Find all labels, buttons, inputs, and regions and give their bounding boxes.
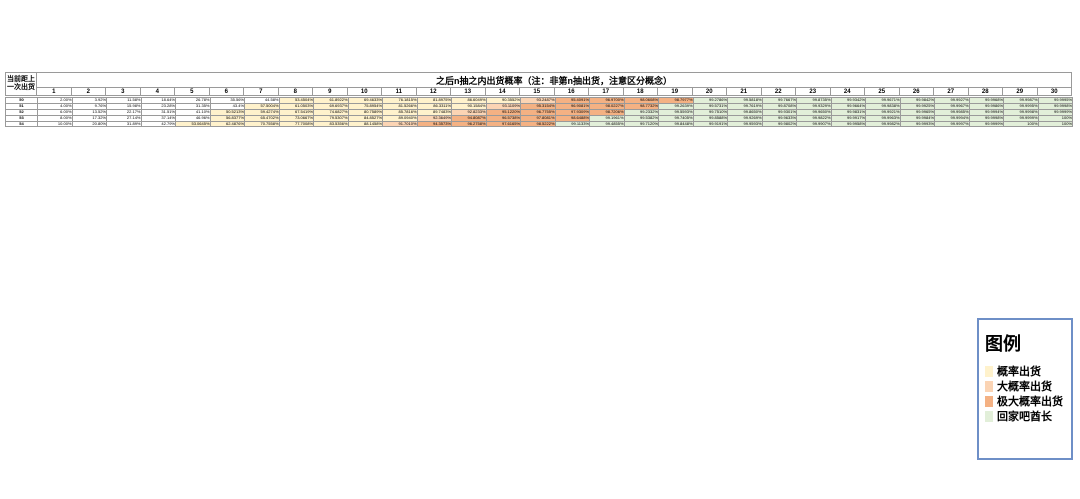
legend-item-probable: 概率出货: [985, 365, 1041, 378]
table-title: 之后n抽之内出货概率（注：非第n抽出货，注意区分概念）: [37, 72, 1072, 88]
legend-label: 极大概率出货: [997, 396, 1063, 408]
probability-cell: 99.7120%: [623, 120, 659, 128]
probability-cell: 100%: [1003, 120, 1039, 128]
probability-cell: 10.00%: [37, 120, 73, 128]
legend-item-very-likely: 极大概率出货: [985, 395, 1063, 408]
probability-cell: 83.5356%: [313, 120, 349, 128]
column-header: 13: [451, 88, 486, 96]
legend-label: 回家吧酋长: [997, 411, 1052, 423]
probability-cell: 94.3573%: [416, 120, 452, 128]
probability-table-sheet: 50 2.00% 3.92% 11.58% 18.64% 26.78% 35.56% 44.5…: [5, 72, 1073, 128]
column-header: 7: [244, 88, 279, 96]
probability-cell: 99.9593%: [727, 120, 763, 128]
column-header: 27: [934, 88, 969, 96]
table-row: 54 10.00% 20.80% 31.89% 42.79% 53.0645% 62.487…: [5, 120, 1073, 128]
legend-label: 大概率出货: [997, 381, 1052, 393]
legend-swatch: [985, 395, 993, 407]
column-header: 20: [692, 88, 727, 96]
column-header: 25: [865, 88, 900, 96]
column-header: 3: [106, 88, 141, 96]
probability-table: 50 2.00% 3.92% 11.58% 18.64% 26.78% 35.56% 44.5…: [5, 97, 1073, 128]
row-axis-label: 当前距上一次出货: [5, 72, 37, 96]
column-header: 19: [658, 88, 693, 96]
probability-cell: 70.7558%: [244, 120, 280, 128]
probability-cell: 53.0645%: [175, 120, 211, 128]
column-header: 22: [761, 88, 796, 96]
column-header: 18: [623, 88, 658, 96]
legend-swatch: [985, 410, 993, 422]
probability-cell: 77.7008%: [278, 120, 314, 128]
probability-cell: 91.7010%: [382, 120, 418, 128]
column-header: 2: [71, 88, 106, 96]
probability-cell: 97.6165%: [485, 120, 521, 128]
column-header: 6: [209, 88, 244, 96]
column-header: 15: [520, 88, 555, 96]
column-header-row: 1 2 3 4 5 6 7 8 9 10 11 12 13 14 15 16 17 18 19 20 21 22 23 24 2…: [37, 88, 1072, 96]
probability-cell: 31.89%: [106, 120, 142, 128]
column-header: 16: [554, 88, 589, 96]
probability-cell: 99.4855%: [589, 120, 625, 128]
column-header: 24: [830, 88, 865, 96]
probability-cell: 99.9999%: [968, 120, 1004, 128]
probability-cell: 42.79%: [140, 120, 176, 128]
probability-cell: 100%: [1037, 120, 1073, 128]
column-header: 28: [968, 88, 1003, 96]
legend-item-go-home: 回家吧酋长: [985, 410, 1052, 423]
column-header: 21: [727, 88, 762, 96]
legend-box: 图例 概率出货 大概率出货 极大概率出货 回家吧酋长: [977, 318, 1073, 460]
probability-cell: 99.9958%: [830, 120, 866, 128]
column-header: 10: [347, 88, 382, 96]
column-header: 17: [589, 88, 624, 96]
probability-cell: 99.9993%: [899, 120, 935, 128]
column-header: 8: [278, 88, 313, 96]
legend-title: 图例: [985, 334, 1021, 354]
column-header: 9: [313, 88, 348, 96]
column-header: 23: [796, 88, 831, 96]
probability-cell: 99.9907%: [796, 120, 832, 128]
probability-cell: 98.5222%: [520, 120, 556, 128]
legend-swatch: [985, 365, 993, 377]
probability-cell: 62.4876%: [209, 120, 245, 128]
probability-cell: 99.9997%: [934, 120, 970, 128]
probability-cell: 99.9802%: [761, 120, 797, 128]
probability-cell: 96.2758%: [451, 120, 487, 128]
probability-cell: 20.80%: [71, 120, 107, 128]
row-label: 54: [5, 120, 38, 128]
legend-label: 概率出货: [997, 366, 1041, 378]
legend-item-likely: 大概率出货: [985, 380, 1052, 393]
probability-cell: 99.1133%: [554, 120, 590, 128]
probability-cell: 99.9191%: [692, 120, 728, 128]
column-header: 11: [382, 88, 417, 96]
column-header: 4: [140, 88, 175, 96]
probability-cell: 99.9982%: [865, 120, 901, 128]
column-header: 1: [37, 88, 72, 96]
column-header: 12: [416, 88, 451, 96]
column-header: 30: [1037, 88, 1072, 96]
legend-swatch: [985, 380, 993, 392]
probability-cell: 88.1458%: [347, 120, 383, 128]
table-row: 52 6.00% 13.52% 22.17% 31.51% 41.10% 50.5213% 5…: [5, 108, 1073, 116]
column-header: 5: [175, 88, 210, 96]
column-header: 29: [1003, 88, 1038, 96]
column-header: 26: [899, 88, 934, 96]
column-header: 14: [485, 88, 520, 96]
probability-cell: 99.8448%: [658, 120, 694, 128]
